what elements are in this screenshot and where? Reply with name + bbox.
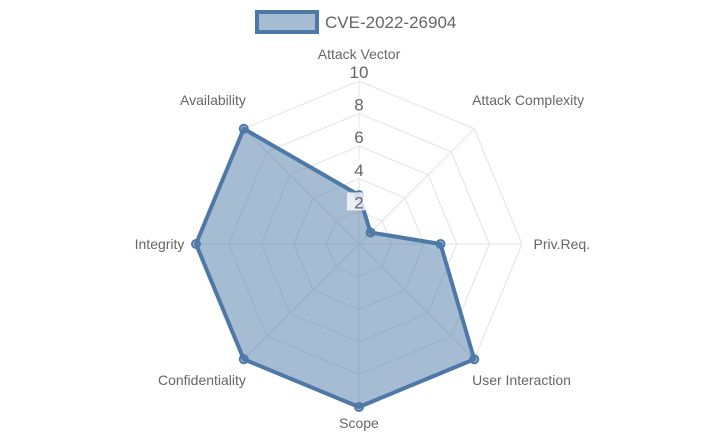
tick-backdrop bbox=[347, 159, 371, 178]
data-point bbox=[435, 239, 446, 249]
tick-backdrop bbox=[347, 94, 371, 113]
tick-label: 2 bbox=[354, 193, 363, 212]
tick-backdrop bbox=[347, 62, 371, 80]
data-point bbox=[238, 354, 249, 365]
legend-label: CVE-2022-26904 bbox=[325, 13, 456, 32]
axis-label: Attack Vector bbox=[318, 46, 401, 62]
axis-label: Integrity bbox=[135, 236, 185, 252]
tick-backdrop bbox=[347, 192, 371, 211]
tick-label: 8 bbox=[354, 96, 363, 115]
tick-label: 6 bbox=[354, 128, 363, 147]
tick-label: 4 bbox=[354, 161, 363, 180]
data-point bbox=[191, 239, 201, 249]
data-point bbox=[238, 123, 249, 134]
axis-label: Scope bbox=[339, 415, 379, 431]
legend[interactable]: CVE-2022-26904 bbox=[255, 10, 456, 34]
tick-backdrop bbox=[347, 127, 371, 146]
data-point bbox=[469, 354, 480, 365]
tick-label: 10 bbox=[350, 63, 369, 82]
data-point bbox=[365, 227, 376, 238]
axis-label: Priv.Req. bbox=[534, 236, 591, 252]
legend-swatch bbox=[255, 10, 319, 34]
axis-line bbox=[358, 128, 475, 245]
axis-label: User Interaction bbox=[472, 372, 571, 388]
axis-label: Availability bbox=[180, 92, 246, 108]
axis-label: Confidentiality bbox=[158, 372, 246, 388]
axis-label: Attack Complexity bbox=[472, 92, 584, 108]
data-point bbox=[354, 402, 364, 412]
